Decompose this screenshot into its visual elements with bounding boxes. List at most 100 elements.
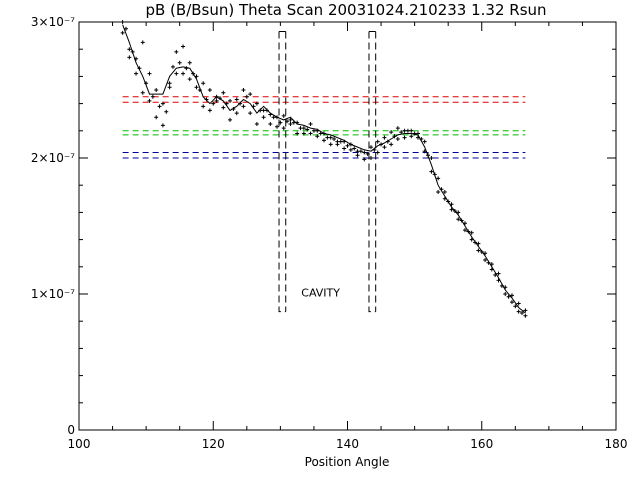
data-point	[187, 60, 192, 65]
data-point	[144, 81, 149, 86]
data-point	[160, 123, 165, 128]
data-point	[295, 120, 300, 125]
data-point	[160, 101, 165, 106]
data-point	[389, 142, 394, 147]
data-point	[466, 229, 471, 234]
data-point	[134, 56, 139, 61]
data-point	[251, 104, 256, 109]
data-point	[140, 40, 145, 45]
data-point	[268, 112, 273, 117]
data-point	[315, 134, 320, 139]
data-point	[301, 131, 306, 136]
data-point	[120, 30, 125, 35]
data-point	[489, 262, 494, 267]
data-point	[164, 109, 169, 114]
data-point	[261, 115, 266, 120]
data-point	[426, 153, 431, 158]
data-point	[358, 149, 363, 154]
data-point	[365, 151, 370, 156]
data-point	[469, 230, 474, 235]
data-point	[241, 88, 246, 92]
data-point	[154, 115, 159, 120]
data-point	[499, 283, 504, 288]
x-axis-title: Position Angle	[305, 455, 390, 469]
data-point	[375, 150, 380, 155]
data-point	[248, 111, 253, 116]
data-point	[442, 196, 447, 201]
data-point	[496, 278, 501, 283]
data-point	[211, 101, 216, 106]
data-point	[170, 64, 175, 69]
data-point	[486, 260, 491, 265]
data-point	[308, 131, 313, 136]
data-point	[399, 130, 404, 135]
data-point	[449, 202, 454, 207]
data-point	[305, 127, 310, 132]
data-point	[415, 131, 420, 136]
x-tick-label: 180	[605, 437, 628, 451]
data-point	[174, 71, 179, 76]
data-point	[154, 88, 159, 92]
data-point	[429, 156, 434, 160]
data-point	[217, 96, 222, 101]
data-point	[332, 136, 337, 141]
data-point	[382, 135, 387, 140]
data-point	[291, 120, 296, 125]
data-point	[379, 142, 384, 147]
data-point	[127, 47, 132, 52]
data-point	[516, 301, 521, 306]
y-axis: 0 1×10⁻⁷ 2×10⁻⁷ 3×10⁻⁷	[31, 15, 616, 437]
y-tick-label: 3×10⁻⁷	[31, 15, 75, 29]
data-point	[496, 271, 501, 276]
data-point	[345, 143, 350, 148]
data-point	[446, 199, 451, 204]
data-point	[503, 285, 508, 290]
data-point	[157, 104, 162, 109]
data-point	[409, 128, 414, 133]
cavity-annotation: CAVITY	[301, 287, 340, 300]
data-point	[275, 115, 280, 120]
data-point	[355, 149, 360, 154]
data-point	[228, 117, 233, 122]
data-point	[298, 126, 303, 131]
data-point	[281, 126, 286, 131]
data-point	[271, 115, 276, 120]
data-point	[254, 101, 259, 106]
data-point	[204, 97, 209, 102]
data-point	[436, 190, 441, 194]
data-point	[385, 139, 390, 144]
data-point	[191, 71, 196, 76]
data-point	[513, 304, 518, 309]
data-point	[288, 117, 293, 122]
data-point	[392, 134, 397, 139]
x-tick-label: 100	[68, 437, 91, 451]
data-point	[311, 128, 316, 133]
data-point	[228, 98, 233, 103]
data-point	[278, 120, 283, 125]
data-point	[285, 119, 290, 124]
data-point	[322, 131, 327, 136]
data-point	[422, 149, 427, 154]
data-point	[244, 94, 249, 99]
data-point	[140, 90, 145, 95]
data-point	[201, 81, 206, 86]
data-point	[335, 142, 340, 147]
data-point	[295, 131, 300, 136]
data-point	[375, 139, 380, 144]
data-point	[476, 241, 481, 246]
data-point	[473, 240, 478, 245]
data-point	[275, 124, 280, 129]
data-point	[177, 60, 182, 65]
data-point	[409, 134, 414, 139]
data-point	[395, 136, 400, 141]
y-tick-label: 2×10⁻⁷	[31, 151, 75, 165]
data-point	[362, 150, 367, 155]
data-point	[130, 49, 135, 54]
data-point	[469, 237, 474, 242]
data-point	[382, 145, 387, 150]
data-point	[234, 97, 239, 102]
data-point	[462, 221, 467, 226]
data-point	[432, 172, 437, 177]
data-point	[322, 138, 327, 143]
